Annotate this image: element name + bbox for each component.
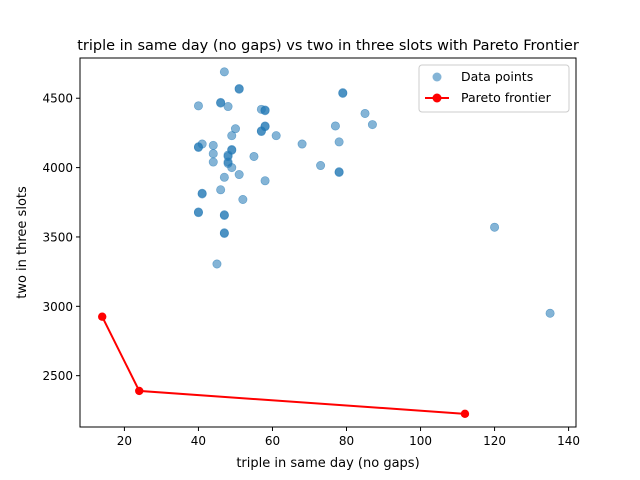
data-point (256, 127, 266, 137)
data-point (490, 222, 500, 232)
pareto-frontier-point (460, 409, 470, 419)
data-point (193, 142, 203, 152)
data-point (227, 163, 237, 173)
legend: Data points Pareto frontier (418, 64, 570, 113)
data-point (219, 228, 229, 238)
x-tick-label: 20 (117, 434, 132, 448)
data-point (297, 139, 307, 149)
legend-marker-pareto-frontier (432, 93, 442, 103)
y-tick-label: 4500 (42, 92, 73, 106)
data-point (193, 208, 203, 218)
pareto-frontier-point (98, 312, 107, 321)
x-tick-label: 140 (557, 434, 580, 448)
y-axis-ticks: 2500 3000 3500 4000 4500 (42, 92, 80, 383)
data-point (219, 210, 229, 220)
y-tick-label: 2500 (42, 369, 73, 383)
data-point (219, 67, 229, 77)
legend-label-pareto-frontier: Pareto frontier (461, 90, 552, 105)
legend-marker-data-points (432, 72, 442, 82)
data-point (249, 151, 259, 161)
data-point (223, 102, 233, 112)
data-point (334, 137, 344, 147)
y-tick-label: 4000 (42, 161, 73, 175)
data-point (234, 170, 244, 180)
plot-area-frame (79, 57, 577, 428)
data-point (316, 161, 326, 171)
data-point (197, 189, 207, 199)
chart-title: triple in same day (no gaps) vs two in t… (77, 38, 579, 54)
data-point (230, 124, 240, 134)
data-point (330, 121, 340, 131)
pareto-frontier-layer (98, 312, 470, 419)
legend-box (418, 64, 570, 113)
y-tick-label: 3000 (42, 300, 73, 314)
x-tick-label: 60 (265, 434, 280, 448)
data-point (216, 185, 226, 195)
data-point (193, 101, 203, 111)
data-point (260, 106, 270, 116)
data-points-layer (193, 67, 555, 318)
data-point (271, 131, 281, 141)
x-axis-label: triple in same day (no gaps) (236, 456, 419, 471)
data-point (212, 259, 222, 269)
x-axis-ticks: 20 40 60 80 100 120 140 (117, 427, 580, 448)
legend-label-data-points: Data points (461, 69, 533, 84)
data-point (260, 176, 270, 186)
data-point (227, 131, 237, 141)
x-tick-label: 40 (191, 434, 206, 448)
x-tick-label: 120 (483, 434, 506, 448)
y-tick-label: 3500 (42, 230, 73, 244)
y-axis-label: two in three slots (15, 186, 30, 299)
data-point (334, 167, 344, 177)
x-tick-label: 80 (339, 434, 354, 448)
data-point (234, 84, 244, 94)
data-point (367, 120, 377, 130)
data-point (208, 140, 218, 150)
data-point (208, 149, 218, 159)
data-point (219, 172, 229, 182)
x-tick-label: 100 (409, 434, 432, 448)
data-point (338, 88, 348, 98)
data-point (360, 108, 370, 118)
data-point (545, 308, 555, 318)
data-point (238, 194, 248, 204)
data-point (216, 98, 226, 108)
pareto-frontier-point (135, 386, 144, 396)
data-point (208, 157, 218, 167)
